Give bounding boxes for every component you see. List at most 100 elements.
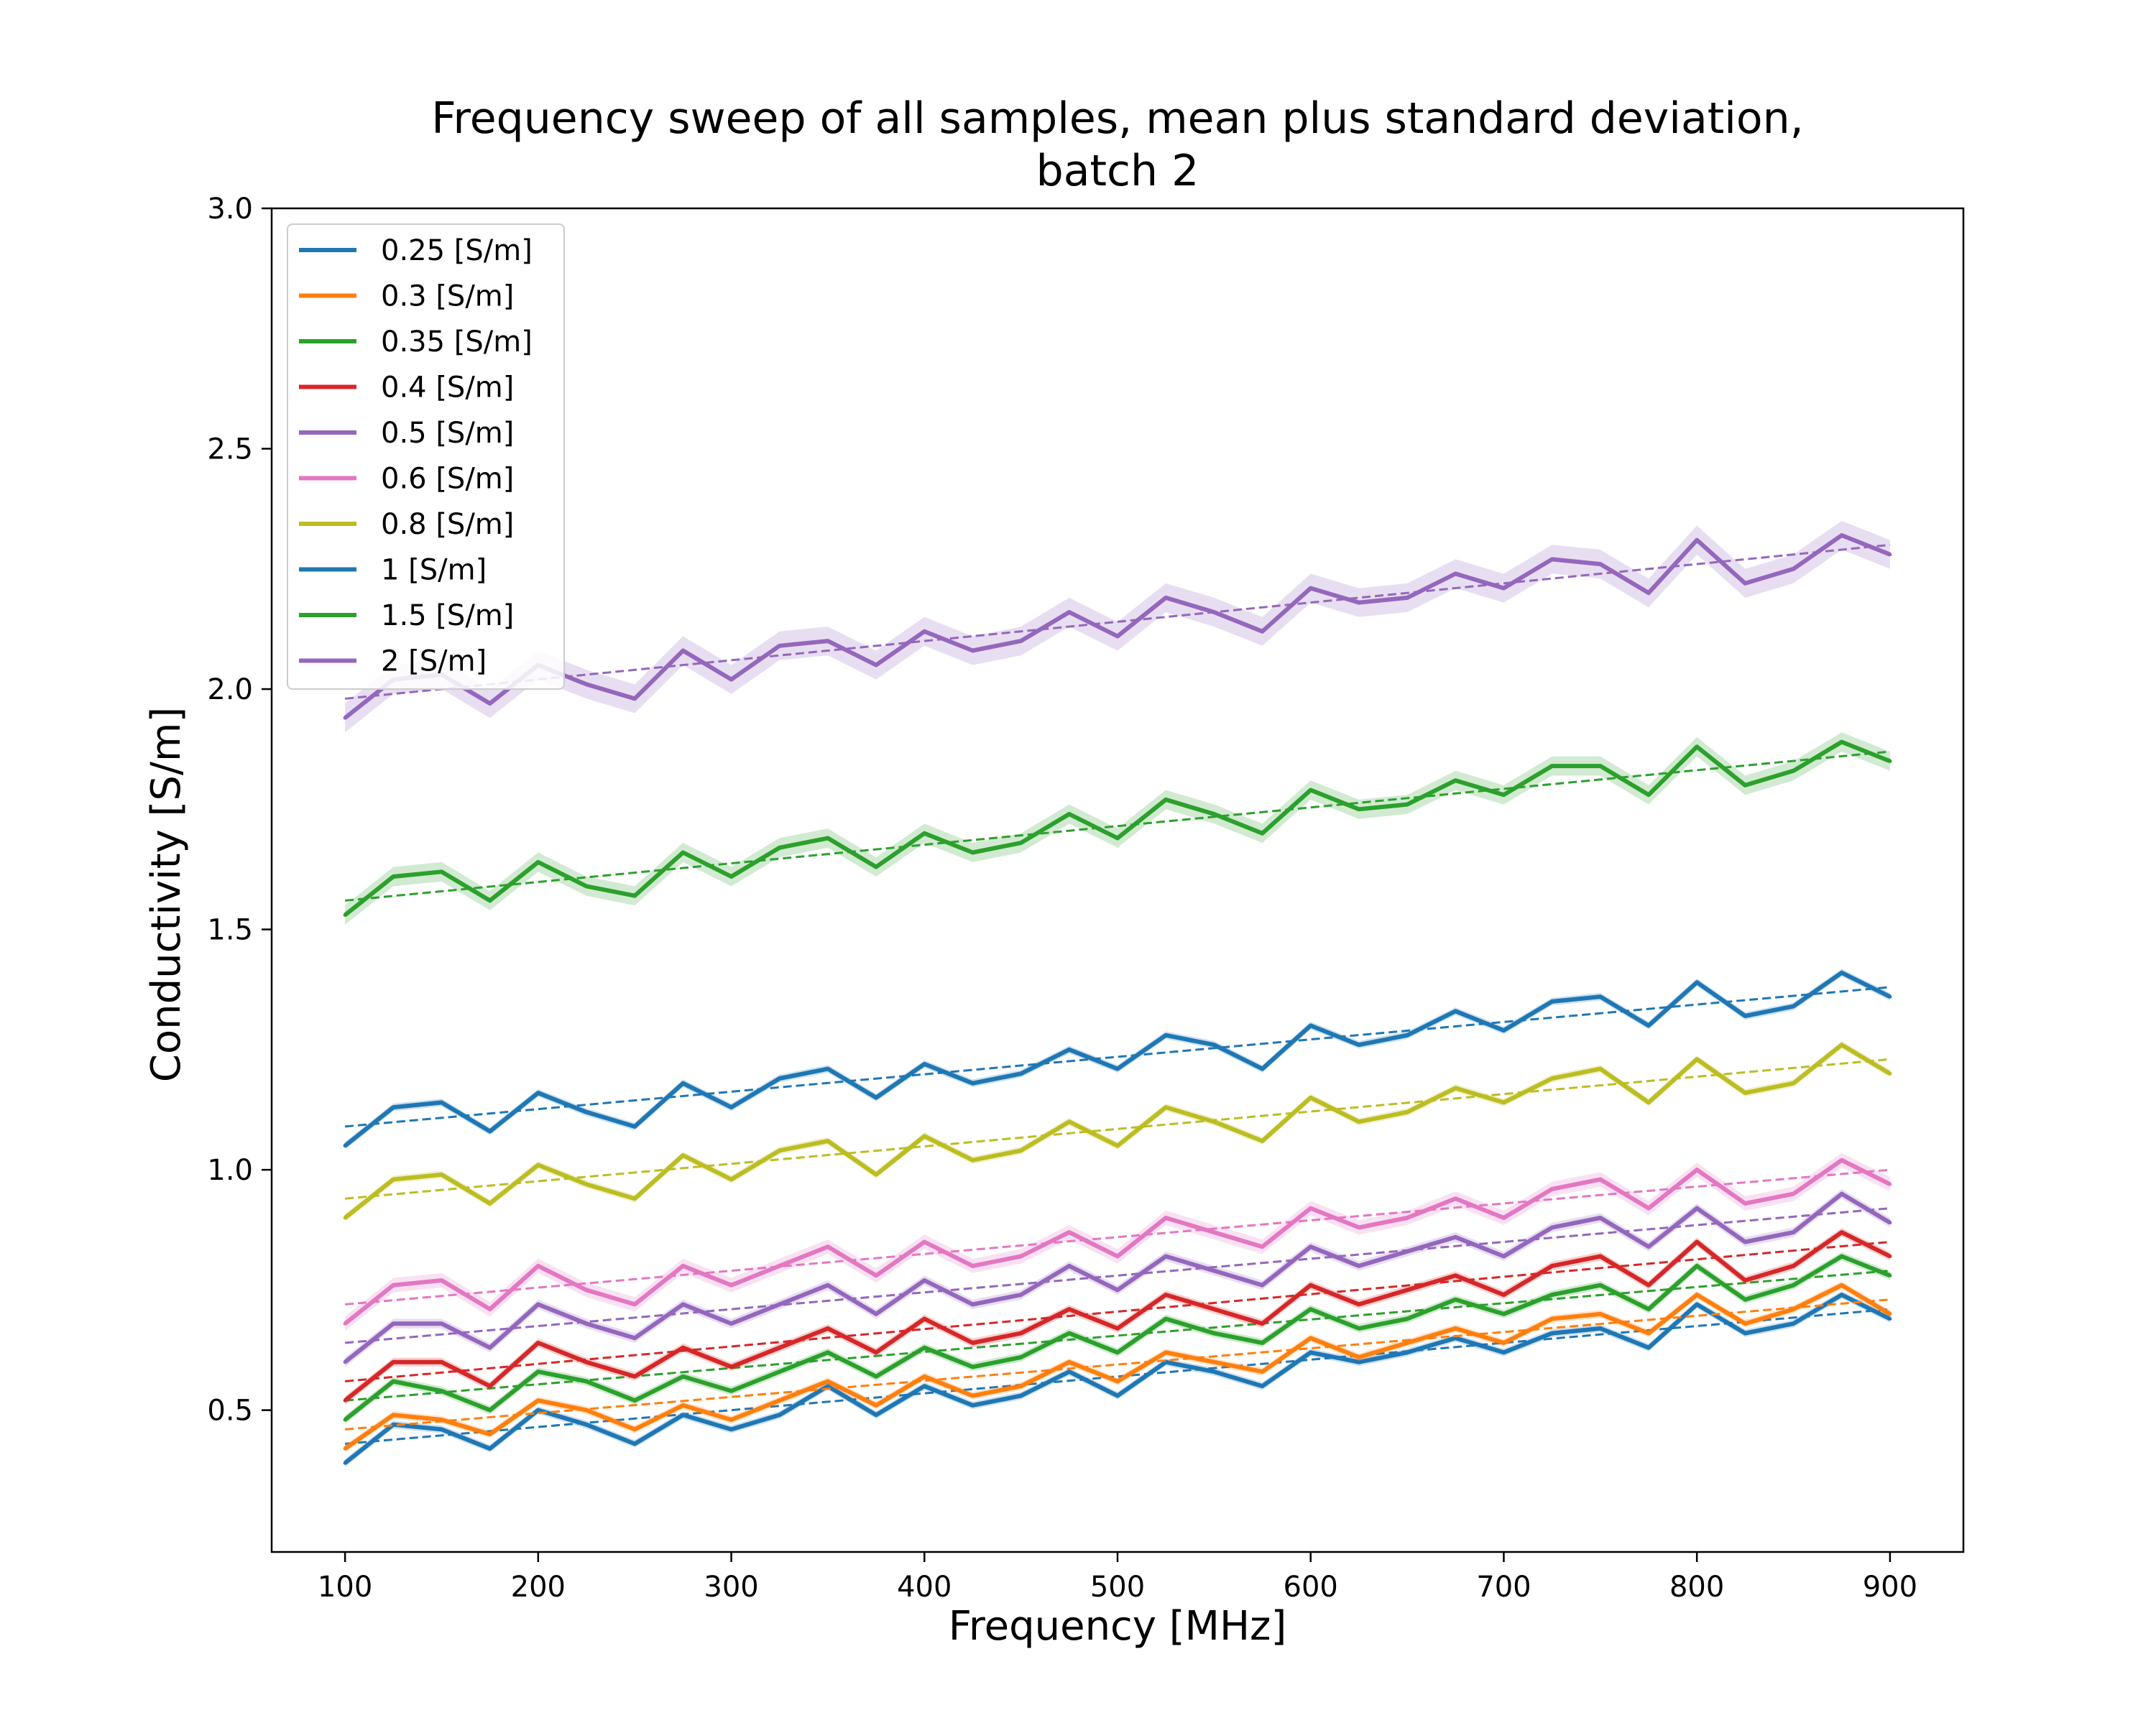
data-point-series-0-2 (439, 1427, 443, 1431)
data-point-series-8-14 (1019, 841, 1023, 845)
data-point-series-8-32 (1888, 759, 1892, 763)
data-point-series-2-0 (343, 1418, 347, 1422)
data-point-series-3-19 (1261, 1321, 1265, 1326)
data-point-series-1-28 (1695, 1293, 1699, 1297)
data-point-series-4-1 (391, 1321, 395, 1326)
data-point-series-3-7 (681, 1346, 685, 1350)
data-point-series-1-26 (1598, 1312, 1603, 1316)
data-point-series-3-20 (1309, 1283, 1313, 1288)
data-point-series-1-11 (874, 1403, 878, 1408)
data-point-series-2-21 (1357, 1326, 1361, 1331)
data-point-series-7-27 (1646, 1023, 1651, 1027)
data-point-series-7-22 (1405, 1033, 1409, 1038)
y-axis-label: Conductivity [S/m] (143, 707, 190, 1082)
data-point-series-6-3 (488, 1201, 492, 1206)
data-point-series-9-13 (970, 649, 975, 653)
data-point-series-6-8 (729, 1177, 734, 1181)
data-point-series-1-0 (343, 1446, 347, 1451)
data-point-series-2-32 (1888, 1273, 1892, 1277)
data-point-series-5-16 (1115, 1255, 1120, 1259)
data-point-series-8-11 (874, 865, 878, 869)
data-point-series-4-12 (922, 1278, 926, 1283)
data-point-series-2-24 (1501, 1312, 1506, 1316)
data-point-series-3-32 (1888, 1255, 1892, 1259)
data-point-series-1-12 (922, 1374, 926, 1379)
data-point-series-2-29 (1743, 1298, 1747, 1302)
data-point-series-4-19 (1261, 1283, 1265, 1288)
x-tick-label-8: 900 (1863, 1571, 1917, 1604)
legend-label-6: 0.8 [S/m] (381, 508, 514, 541)
x-tick-label-6: 700 (1476, 1571, 1531, 1604)
data-point-series-3-14 (1019, 1331, 1023, 1336)
y-tick-label-0: 0.5 (207, 1395, 253, 1428)
data-point-series-9-26 (1598, 562, 1603, 566)
data-point-series-3-1 (391, 1360, 395, 1364)
data-point-series-1-19 (1261, 1369, 1265, 1374)
data-point-series-1-8 (729, 1418, 734, 1422)
data-point-series-1-31 (1840, 1283, 1844, 1288)
data-point-series-7-28 (1695, 980, 1699, 984)
data-point-series-1-10 (826, 1379, 830, 1383)
data-point-series-0-19 (1261, 1384, 1265, 1388)
data-point-series-6-17 (1164, 1105, 1168, 1109)
data-point-series-1-29 (1743, 1321, 1747, 1326)
data-point-series-9-14 (1019, 639, 1023, 643)
data-point-series-7-23 (1453, 1009, 1457, 1013)
data-point-series-5-20 (1309, 1206, 1313, 1211)
data-point-series-6-32 (1888, 1071, 1892, 1076)
data-point-series-3-13 (970, 1341, 975, 1345)
data-point-series-5-10 (826, 1244, 830, 1249)
data-point-series-8-12 (922, 831, 926, 836)
legend-label-1: 0.3 [S/m] (381, 280, 514, 313)
data-point-series-3-3 (488, 1384, 492, 1388)
data-point-series-9-32 (1888, 553, 1892, 557)
data-point-series-1-4 (536, 1398, 540, 1403)
trend-line-series-9 (344, 543, 1891, 700)
data-point-series-8-19 (1261, 831, 1265, 836)
data-point-series-6-1 (391, 1177, 395, 1181)
legend-label-0: 0.25 [S/m] (381, 234, 533, 267)
data-point-series-5-3 (488, 1307, 492, 1311)
data-point-series-6-27 (1646, 1100, 1651, 1104)
data-point-series-4-11 (874, 1312, 878, 1316)
data-point-series-3-17 (1164, 1293, 1168, 1297)
std-band-series-8 (345, 732, 1890, 925)
data-point-series-0-9 (778, 1413, 782, 1417)
data-point-series-1-7 (681, 1403, 685, 1408)
data-point-series-7-19 (1261, 1067, 1265, 1071)
data-point-series-6-18 (1212, 1119, 1216, 1124)
data-point-series-7-7 (681, 1081, 685, 1086)
data-point-series-5-26 (1598, 1177, 1603, 1181)
data-point-series-7-32 (1888, 994, 1892, 999)
data-point-series-1-16 (1115, 1379, 1120, 1383)
data-point-series-8-3 (488, 898, 492, 902)
data-point-series-0-4 (536, 1408, 540, 1413)
data-point-series-4-13 (970, 1302, 975, 1306)
data-point-series-0-1 (391, 1423, 395, 1427)
data-point-series-0-5 (584, 1423, 589, 1427)
y-tick-label-2: 1.5 (207, 914, 253, 947)
data-point-series-7-25 (1550, 999, 1554, 1004)
data-point-series-6-13 (970, 1158, 975, 1163)
data-point-series-6-19 (1261, 1139, 1265, 1143)
data-point-series-0-20 (1309, 1350, 1313, 1354)
data-point-series-0-0 (343, 1461, 347, 1465)
data-point-series-6-26 (1598, 1067, 1603, 1071)
data-point-series-9-5 (584, 682, 589, 686)
data-point-series-5-24 (1501, 1216, 1506, 1220)
std-band-series-1 (345, 1281, 1890, 1453)
data-point-series-1-25 (1550, 1317, 1554, 1321)
data-point-series-1-2 (439, 1418, 443, 1422)
data-point-series-6-22 (1405, 1110, 1409, 1114)
data-point-series-0-11 (874, 1413, 878, 1417)
y-tick-label-3: 2.0 (207, 673, 253, 706)
data-point-series-2-3 (488, 1408, 492, 1413)
data-point-series-7-17 (1164, 1033, 1168, 1038)
data-point-series-9-29 (1743, 581, 1747, 586)
data-point-series-6-11 (874, 1173, 878, 1177)
data-point-series-2-23 (1453, 1298, 1457, 1302)
data-point-series-3-4 (536, 1341, 540, 1345)
data-point-series-4-25 (1550, 1225, 1554, 1229)
